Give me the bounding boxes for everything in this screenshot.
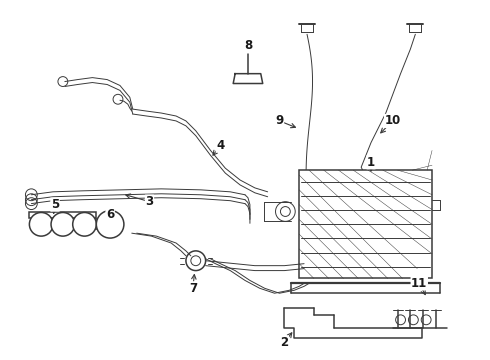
Polygon shape [29, 212, 97, 219]
Circle shape [97, 211, 124, 238]
Text: 11: 11 [411, 277, 427, 290]
Text: 7: 7 [189, 282, 197, 295]
Text: 3: 3 [146, 195, 153, 208]
Polygon shape [299, 170, 432, 278]
Circle shape [82, 222, 86, 226]
Circle shape [39, 222, 43, 226]
Circle shape [29, 212, 53, 236]
Text: 5: 5 [51, 198, 59, 211]
Text: 6: 6 [106, 208, 114, 221]
Circle shape [61, 222, 65, 226]
Polygon shape [233, 74, 263, 84]
Text: 4: 4 [216, 139, 224, 152]
Text: 1: 1 [367, 156, 375, 169]
Text: 9: 9 [275, 114, 284, 127]
Text: 10: 10 [385, 114, 401, 127]
Circle shape [51, 212, 74, 236]
Circle shape [186, 251, 206, 271]
Text: 8: 8 [244, 39, 252, 51]
Text: 2: 2 [280, 336, 289, 349]
Circle shape [73, 212, 97, 236]
